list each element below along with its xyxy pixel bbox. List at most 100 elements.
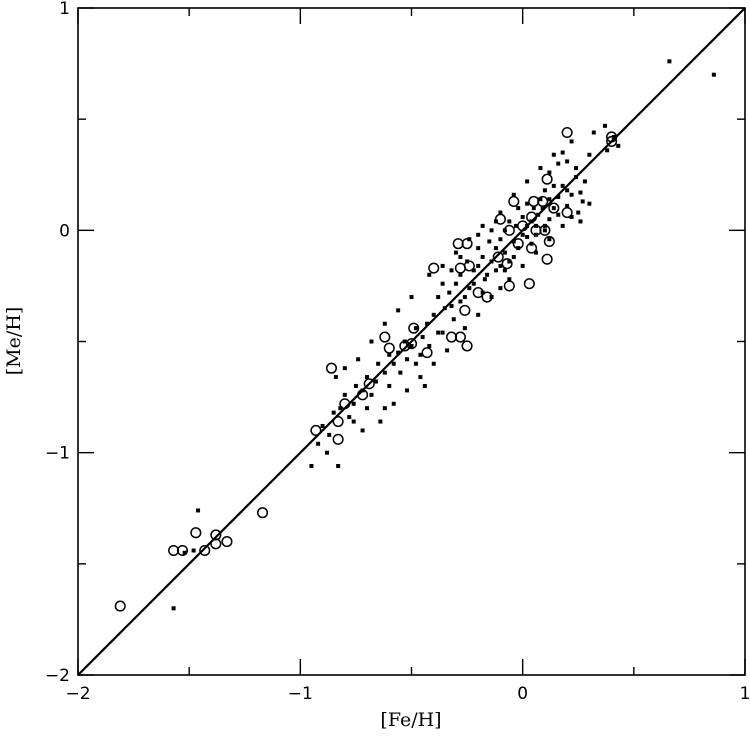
open-circle-point bbox=[405, 338, 418, 350]
open-circle-point bbox=[508, 195, 520, 207]
filled-dot-point bbox=[342, 392, 347, 397]
filled-dot-point bbox=[525, 179, 530, 184]
filled-dot-point bbox=[387, 383, 392, 388]
filled-dot-point bbox=[480, 255, 485, 260]
filled-dot-point bbox=[493, 268, 498, 273]
filled-dot-point bbox=[331, 410, 336, 415]
open-circle-point bbox=[383, 342, 395, 354]
filled-dot-point bbox=[351, 401, 356, 406]
filled-dot-point bbox=[565, 159, 570, 164]
filled-dot-point bbox=[353, 383, 358, 388]
filled-dot-point bbox=[413, 326, 418, 331]
open-circle-point bbox=[472, 287, 484, 299]
open-circle-point bbox=[539, 224, 551, 236]
filled-dot-point bbox=[476, 263, 481, 268]
open-circle-point bbox=[517, 220, 529, 232]
filled-dot-point bbox=[382, 321, 387, 326]
filled-dot-point bbox=[431, 361, 436, 366]
filled-dot-point bbox=[476, 246, 481, 251]
filled-dot-point bbox=[413, 361, 418, 366]
filled-dot-point bbox=[538, 197, 543, 202]
open-circle-point bbox=[428, 262, 440, 274]
open-circle-point bbox=[421, 347, 433, 359]
filled-dot-point bbox=[551, 183, 556, 188]
open-circle-point bbox=[461, 238, 473, 250]
filled-dot-point bbox=[369, 392, 374, 397]
open-circle-point bbox=[221, 536, 233, 548]
y-tick-label: −2 bbox=[45, 666, 70, 686]
filled-dot-point bbox=[667, 59, 672, 64]
filled-dot-point bbox=[453, 281, 458, 286]
filled-dot-point bbox=[582, 179, 587, 184]
filled-dot-point bbox=[616, 143, 621, 148]
open-circle-point bbox=[606, 135, 618, 147]
filled-dot-point bbox=[409, 343, 414, 348]
open-circle-point bbox=[408, 322, 420, 334]
filled-dot-point bbox=[431, 312, 436, 317]
filled-dot-point bbox=[476, 312, 481, 317]
open-circle-point bbox=[379, 331, 391, 343]
filled-dot-point bbox=[467, 286, 472, 291]
filled-dot-point bbox=[507, 259, 512, 264]
filled-dot-point bbox=[540, 206, 545, 211]
filled-dot-point bbox=[602, 123, 607, 128]
filled-dot-point bbox=[711, 72, 716, 77]
axis-ticks bbox=[77, 7, 746, 676]
open-circle-point bbox=[548, 202, 560, 214]
open-circle-point bbox=[512, 238, 524, 250]
filled-dot-point bbox=[574, 174, 579, 179]
filled-dot-point bbox=[531, 206, 536, 211]
filled-dot-point bbox=[442, 306, 447, 311]
filled-dot-point bbox=[556, 194, 561, 199]
filled-dot-point bbox=[565, 203, 570, 208]
filled-dot-point bbox=[547, 170, 552, 175]
open-circle-point bbox=[454, 331, 466, 343]
open-circle-point bbox=[606, 131, 618, 143]
filled-dot-point bbox=[580, 199, 585, 204]
filled-dot-point bbox=[405, 388, 410, 393]
open-circle-point bbox=[526, 242, 538, 254]
filled-dot-point bbox=[569, 192, 574, 197]
filled-dot-point bbox=[365, 406, 370, 411]
filled-dot-point bbox=[587, 152, 592, 157]
filled-dot-point bbox=[378, 419, 383, 424]
x-tick-label: −1 bbox=[288, 684, 313, 704]
open-circle-point bbox=[357, 389, 369, 401]
filled-dot-point bbox=[422, 383, 427, 388]
filled-dot-point bbox=[605, 148, 610, 153]
filled-dot-point bbox=[191, 548, 196, 553]
filled-dot-point bbox=[360, 428, 365, 433]
filled-dot-point bbox=[458, 255, 463, 260]
filled-dot-point bbox=[418, 352, 423, 357]
filled-dot-point bbox=[418, 375, 423, 380]
open-circle-point bbox=[494, 213, 506, 225]
filled-dot-point bbox=[578, 219, 583, 224]
filled-dot-point bbox=[547, 237, 552, 242]
open-circle-point bbox=[503, 280, 515, 292]
open-circle-point bbox=[523, 278, 535, 290]
filled-dot-point bbox=[480, 223, 485, 228]
filled-dot-point bbox=[578, 190, 583, 195]
filled-dot-point bbox=[398, 370, 403, 375]
open-circle-point bbox=[459, 304, 471, 316]
filled-dot-point bbox=[196, 508, 201, 513]
filled-dot-point bbox=[351, 419, 356, 424]
filled-dot-point bbox=[425, 321, 430, 326]
filled-dot-point bbox=[489, 228, 494, 233]
open-circle-point bbox=[176, 544, 189, 557]
open-circle-point bbox=[461, 340, 473, 352]
filled-dot-point bbox=[347, 415, 352, 420]
open-circle-point bbox=[399, 340, 411, 352]
filled-dot-point bbox=[316, 441, 321, 446]
open-circle-point bbox=[454, 262, 466, 274]
y-tick-label: 1 bbox=[59, 0, 70, 19]
filled-dot-point bbox=[320, 423, 325, 428]
open-circle-point bbox=[332, 433, 344, 445]
open-circle-point bbox=[199, 544, 211, 557]
filled-dot-point bbox=[382, 406, 387, 411]
open-circle-point bbox=[543, 235, 555, 247]
filled-dot-point bbox=[462, 326, 467, 331]
filled-dot-point bbox=[338, 406, 343, 411]
filled-dot-point bbox=[520, 232, 525, 237]
filled-dot-point bbox=[449, 268, 454, 273]
